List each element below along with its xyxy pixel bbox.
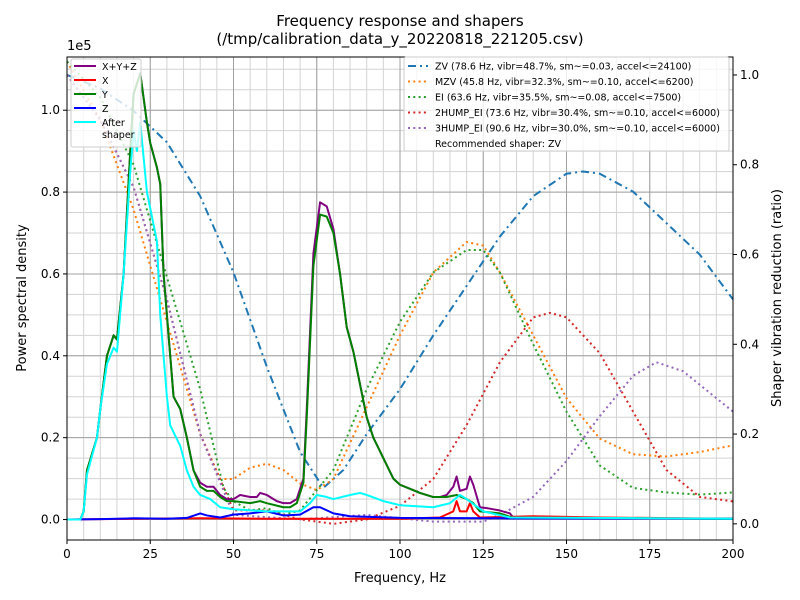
y2-tick-label: 1.0: [740, 68, 759, 82]
legend-label: X: [102, 76, 109, 87]
x-tick-label: 50: [226, 547, 241, 561]
y-tick-label: 0.2: [41, 431, 60, 445]
x-tick-label: 200: [722, 547, 745, 561]
x-axis-label: Frequency, Hz: [354, 571, 446, 586]
y-tick-label: 0.8: [41, 185, 60, 199]
x-tick-label: 25: [143, 547, 158, 561]
x-tick-label: 125: [472, 547, 495, 561]
psd-line-after: [67, 121, 733, 521]
shaper-line-2hump-ei: [67, 74, 733, 525]
legend-label: Y: [101, 90, 108, 101]
legend-label: EI (63.6 Hz, vibr=35.5%, sm~=0.08, accel…: [435, 93, 681, 104]
x-tick-label: 0: [63, 547, 71, 561]
y-tick-label: 0.0: [41, 513, 60, 527]
legend-label: ZV (78.6 Hz, vibr=48.7%, sm~=0.03, accel…: [435, 62, 691, 73]
chart-title: Frequency response and shapers: [276, 12, 524, 30]
y-tick-label: 0.6: [41, 267, 60, 281]
legend-shapers: ZV (78.6 Hz, vibr=48.7%, sm~=0.03, accel…: [403, 56, 730, 152]
legend-box: [403, 56, 730, 152]
x-tick-label: 175: [638, 547, 661, 561]
legend-label: MZV (45.8 Hz, vibr=32.3%, sm~=0.10, acce…: [435, 77, 694, 88]
psd-line-z: [67, 506, 733, 521]
x-tick-label: 75: [309, 547, 324, 561]
x-tick-label: 100: [389, 547, 412, 561]
ticks: 0 25 50 75 100 125 150 175 200 0.0 0.2 0.4 0.6 0.8 1.0…: [41, 68, 759, 561]
y2-tick-label: 0.4: [740, 337, 759, 351]
y2-tick-label: 0.8: [740, 158, 759, 172]
chart-subtitle: (/tmp/calibration_data_y_20220818_221205…: [216, 30, 583, 49]
legend-label: X+Y+Z: [102, 62, 137, 73]
x-tick-label: 150: [555, 547, 578, 561]
legend-label: 3HUMP_EI (90.6 Hz, vibr=30.0%, sm~=0.10,…: [435, 124, 720, 135]
y2-tick-label: 0.6: [740, 248, 759, 262]
shaper-line-ei: [67, 60, 733, 516]
y-tick-label: 1.0: [41, 103, 60, 117]
y2-tick-label: 0.2: [740, 427, 759, 441]
legend-recommended-shaper: Recommended shaper: ZV: [435, 139, 561, 150]
legend-label: shaper: [102, 130, 135, 141]
y2-axis-label: Shaper vibration reduction (ratio): [770, 189, 785, 407]
psd-line-y: [67, 72, 733, 521]
legend-label: Z: [102, 104, 109, 115]
y2-tick-label: 0.0: [740, 517, 759, 531]
y-offset-label: 1e5: [67, 39, 92, 54]
y-axis-label: Power spectral density: [15, 224, 30, 372]
shaper-line-zv: [67, 74, 733, 490]
legend-label: 2HUMP_EI (73.6 Hz, vibr=30.4%, sm~=0.10,…: [435, 108, 720, 119]
legend-label: After: [102, 118, 125, 129]
y-tick-label: 0.4: [41, 349, 60, 363]
shaper-line-mzv: [67, 60, 733, 492]
